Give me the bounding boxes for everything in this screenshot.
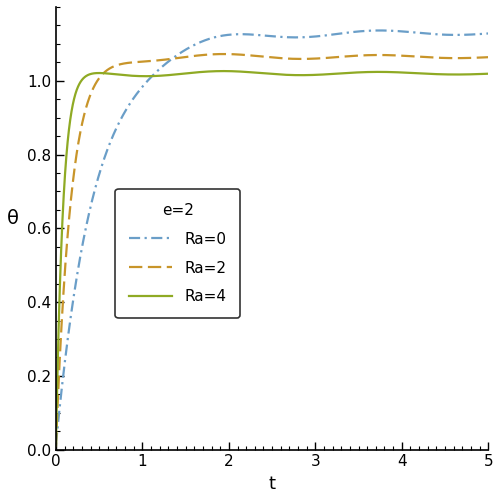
- Legend: Ra=0, Ra=2, Ra=4: Ra=0, Ra=2, Ra=4: [116, 190, 240, 318]
- Y-axis label: θ: θ: [7, 210, 19, 229]
- X-axis label: t: t: [268, 475, 276, 493]
